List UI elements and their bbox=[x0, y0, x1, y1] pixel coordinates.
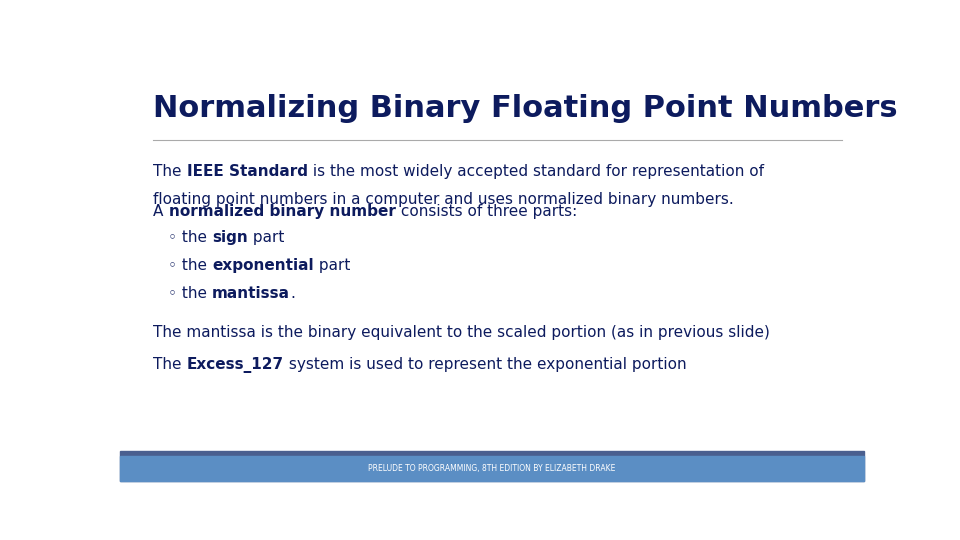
Text: part: part bbox=[248, 230, 284, 245]
Text: The: The bbox=[154, 357, 187, 372]
Text: floating point numbers in a computer and uses normalized binary numbers.: floating point numbers in a computer and… bbox=[154, 192, 734, 207]
Text: exponential: exponential bbox=[212, 258, 314, 273]
Text: PRELUDE TO PROGRAMMING, 8TH EDITION BY ELIZABETH DRAKE: PRELUDE TO PROGRAMMING, 8TH EDITION BY E… bbox=[369, 464, 615, 473]
Text: is the most widely accepted standard for representation of: is the most widely accepted standard for… bbox=[308, 164, 764, 179]
Text: consists of three parts:: consists of three parts: bbox=[396, 204, 577, 219]
Text: The: The bbox=[154, 164, 187, 179]
Text: part: part bbox=[314, 258, 350, 273]
Text: IEEE Standard: IEEE Standard bbox=[187, 164, 308, 179]
Bar bbox=[120, 451, 864, 481]
Text: mantissa: mantissa bbox=[212, 286, 290, 301]
Text: system is used to represent the exponential portion: system is used to represent the exponent… bbox=[284, 357, 686, 372]
Text: ◦ the: ◦ the bbox=[168, 258, 212, 273]
Text: .: . bbox=[290, 286, 295, 301]
Text: Normalizing Binary Floating Point Numbers: Normalizing Binary Floating Point Number… bbox=[154, 94, 899, 123]
Text: A: A bbox=[154, 204, 169, 219]
Text: sign: sign bbox=[212, 230, 248, 245]
Text: Excess_127: Excess_127 bbox=[187, 357, 284, 373]
Bar bbox=[120, 456, 864, 481]
Text: ◦ the: ◦ the bbox=[168, 230, 212, 245]
Text: normalized binary number: normalized binary number bbox=[169, 204, 396, 219]
Text: ◦ the: ◦ the bbox=[168, 286, 212, 301]
Text: The mantissa is the binary equivalent to the scaled portion (as in previous slid: The mantissa is the binary equivalent to… bbox=[154, 325, 770, 340]
